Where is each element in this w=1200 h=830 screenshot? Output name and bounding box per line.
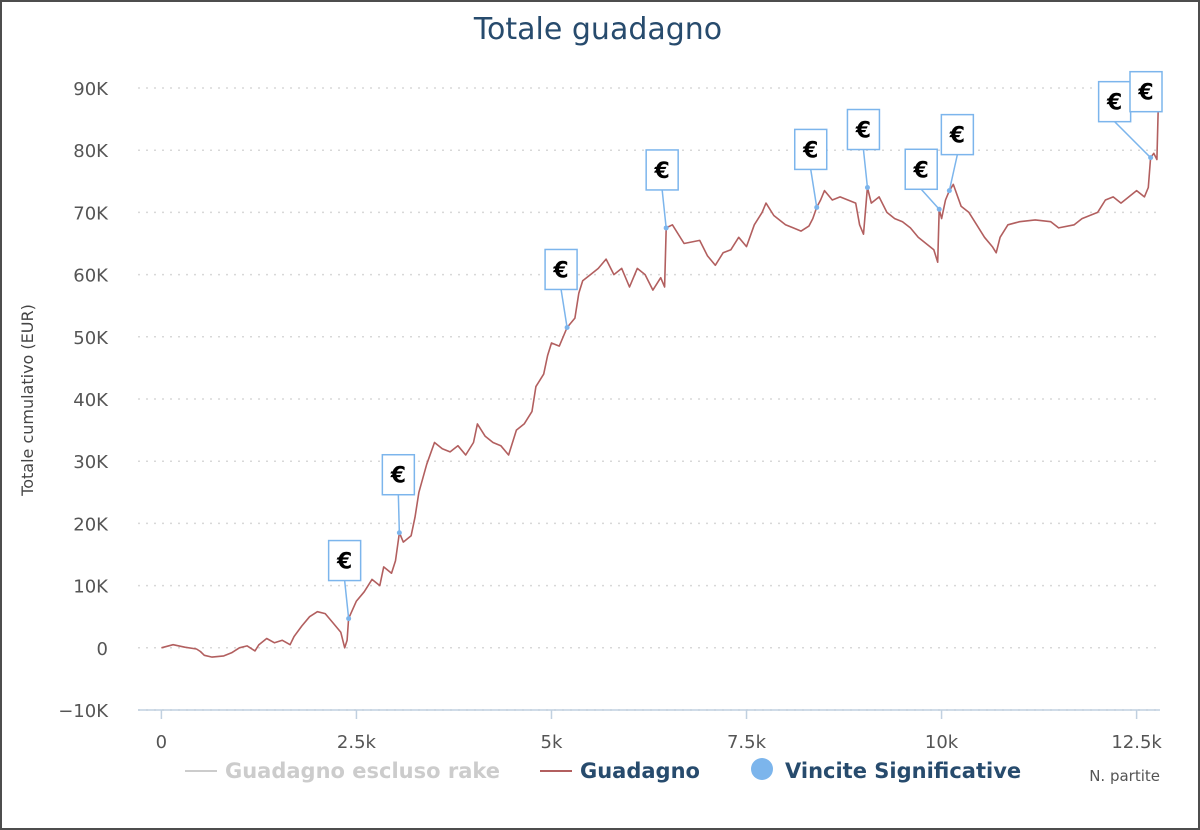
x-tick-label: 10k bbox=[925, 732, 959, 753]
x-axis-label: N. partite bbox=[1089, 767, 1160, 785]
flag-box bbox=[381, 453, 416, 496]
flag-point bbox=[946, 188, 952, 194]
y-tick-label: 80K bbox=[73, 141, 109, 162]
series-layer bbox=[161, 101, 1160, 658]
y-tick-label: 0 bbox=[97, 639, 108, 660]
flag-connector bbox=[809, 169, 818, 208]
flag-connector bbox=[560, 289, 568, 328]
y-tick-label: 90K bbox=[73, 79, 109, 100]
y-tick-label: 60K bbox=[73, 266, 109, 287]
guadagno-series-line bbox=[161, 101, 1160, 658]
legend-label: Vincite Significative bbox=[785, 759, 1021, 783]
legend-item: Vincite Significative bbox=[751, 758, 1021, 783]
flag-box bbox=[544, 248, 578, 291]
flag-label: € bbox=[802, 138, 818, 163]
y-tick-label: 30K bbox=[73, 452, 109, 473]
flag-label: € bbox=[552, 258, 568, 283]
significant-win-flag: € bbox=[327, 539, 362, 622]
flag-layer: € € € € € € € € € € bbox=[327, 70, 1163, 622]
flag-connector bbox=[920, 188, 940, 210]
legend-label: Guadagno escluso rake bbox=[225, 759, 500, 783]
flag-label: € bbox=[336, 550, 352, 575]
flag-point bbox=[663, 225, 669, 231]
x-tick-label: 5k bbox=[541, 732, 563, 753]
significant-win-flag: € bbox=[645, 149, 679, 231]
flag-connector bbox=[1114, 121, 1152, 159]
flag-box bbox=[327, 539, 362, 582]
flag-box bbox=[940, 113, 975, 156]
y-tick-label: 20K bbox=[73, 514, 109, 535]
flag-point bbox=[814, 204, 820, 210]
flag-label: € bbox=[855, 119, 871, 144]
legend-symbol bbox=[751, 758, 773, 780]
significant-win-flag: € bbox=[793, 128, 828, 210]
flag-box bbox=[1097, 80, 1132, 123]
x-tick-label: 12.5k bbox=[1111, 732, 1162, 753]
flag-box bbox=[904, 148, 938, 191]
flag-connector bbox=[661, 189, 667, 229]
flag-label: € bbox=[654, 159, 670, 184]
flag-point bbox=[864, 185, 870, 191]
significant-win-flag: € bbox=[1129, 70, 1163, 113]
flag-connector bbox=[948, 154, 959, 191]
significant-win-flag: € bbox=[904, 148, 942, 212]
x-tick-label: 2.5k bbox=[337, 732, 377, 753]
y-tick-label: 70K bbox=[73, 203, 109, 224]
legend-item: Guadagno escluso rake bbox=[185, 759, 500, 783]
y-tick-label: 40K bbox=[73, 390, 109, 411]
legend-label: Guadagno bbox=[580, 759, 700, 783]
flag-box bbox=[645, 149, 679, 191]
flag-label: € bbox=[913, 158, 929, 183]
legend: Guadagno escluso rake Guadagno Vincite Sig… bbox=[185, 758, 1021, 783]
flag-point bbox=[396, 530, 402, 536]
significant-win-flag: € bbox=[544, 248, 578, 330]
flag-connector bbox=[343, 580, 350, 619]
significant-win-flag: € bbox=[381, 453, 416, 536]
flag-box bbox=[1129, 70, 1163, 113]
flag-box bbox=[793, 128, 828, 171]
flag-connector bbox=[397, 494, 401, 533]
flag-connector bbox=[862, 149, 869, 188]
y-axis-ticks: −10K 0 10K 20K 30K 40K 50K 60K 70K 80K 90K bbox=[58, 79, 109, 722]
flag-point bbox=[346, 616, 352, 622]
flag-label: € bbox=[1106, 91, 1122, 116]
significant-win-flag: € bbox=[846, 108, 881, 191]
flag-box bbox=[846, 108, 881, 151]
flag-label: € bbox=[1137, 81, 1153, 106]
flag-label: € bbox=[390, 464, 406, 489]
flag-label: € bbox=[949, 124, 965, 149]
flag-point bbox=[1148, 155, 1154, 161]
flag-point bbox=[564, 324, 570, 330]
chart-title: Totale guadagno bbox=[473, 12, 723, 47]
y-tick-label: −10K bbox=[58, 701, 109, 722]
y-tick-label: 10K bbox=[73, 577, 109, 598]
y-tick-label: 50K bbox=[73, 328, 109, 349]
legend-item: Guadagno bbox=[540, 759, 700, 783]
y-axis-label: Totale cumulativo (EUR) bbox=[18, 304, 37, 497]
x-tick-label: 0 bbox=[156, 732, 167, 753]
flag-point bbox=[936, 206, 942, 212]
significant-win-flag: € bbox=[940, 113, 975, 194]
significant-win-flag: € bbox=[1097, 80, 1154, 161]
x-axis: 0 2.5k 5k 7.5k 10k 12.5k bbox=[138, 709, 1162, 753]
x-tick-label: 7.5k bbox=[727, 732, 767, 753]
